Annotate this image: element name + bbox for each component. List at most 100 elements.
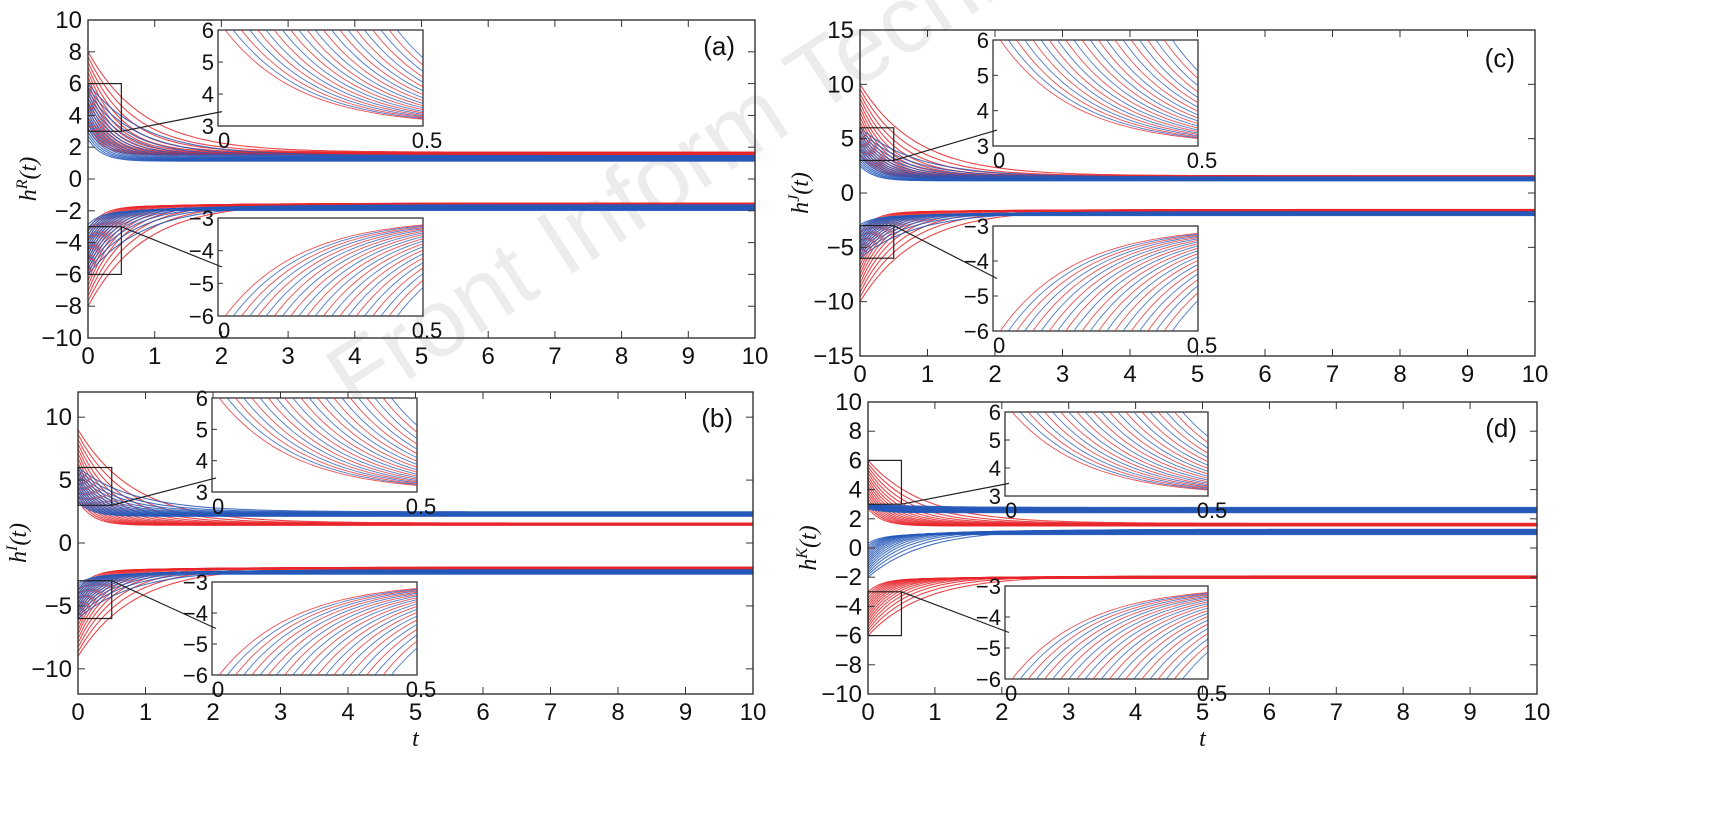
inset-curve [251, 398, 417, 483]
x-tick-label: 9 [682, 343, 695, 370]
inset-top: 3 4 5 6 0 0.5 [196, 386, 437, 519]
inset-curve [292, 398, 417, 475]
inset-curve [224, 30, 423, 120]
inset-curve [1027, 593, 1208, 679]
x-tick-label: 5 [1191, 361, 1204, 388]
inset-y-tick-label: −4 [183, 601, 208, 626]
inset-curve [1106, 40, 1198, 116]
series-blue-upper-line [860, 127, 1535, 178]
inset-y-tick-label: 3 [202, 114, 214, 139]
inset-y-tick-label: −3 [189, 206, 214, 231]
panel-label: (d) [1485, 413, 1517, 443]
inset-curve [1125, 412, 1208, 469]
series-lines [860, 84, 1535, 302]
inset-x-tick-label: 0.5 [406, 677, 437, 702]
x-tick-label: 1 [928, 699, 941, 726]
x-tick-label: 10 [1522, 361, 1549, 388]
inset-curve [1032, 40, 1198, 135]
inset-curve [1027, 412, 1208, 490]
series-blue-lower-line [868, 531, 1537, 562]
inset-curve [1147, 279, 1198, 331]
y-tick-label: −5 [827, 234, 854, 261]
inset-lines [1011, 592, 1208, 679]
inset-curve [322, 30, 423, 102]
inset-curve [1089, 40, 1198, 122]
inset-y-tick-label: −5 [189, 271, 214, 296]
inset-curve [357, 398, 417, 450]
inset-curve [1157, 412, 1208, 454]
x-tick-label: 1 [921, 361, 934, 388]
inset-curve [341, 398, 417, 459]
inset-y-tick-label: −6 [189, 304, 214, 329]
inset-y-tick-label: −5 [964, 284, 989, 309]
y-tick-label: 4 [69, 102, 82, 129]
y-tick-label: −8 [835, 652, 862, 679]
inset-curve [224, 224, 423, 316]
inset-curve [333, 612, 417, 675]
x-tick-label: 8 [611, 699, 624, 726]
series-red-upper-line [868, 460, 1537, 524]
series-blue-lower-line [868, 532, 1537, 555]
inset-lines [999, 232, 1198, 331]
inset-curve [1133, 619, 1208, 679]
inset-curve [1076, 412, 1208, 483]
y-tick-label: 2 [849, 506, 862, 533]
inset-y-tick-label: 5 [989, 428, 1001, 453]
zoom-box [77, 466, 113, 506]
inset-curve [298, 30, 423, 109]
inset-y-tick-label: 4 [977, 99, 989, 124]
series-red-upper-line [88, 51, 755, 153]
inset-x-tick-label: 0 [1005, 498, 1017, 523]
inset-curve [1138, 40, 1198, 98]
y-tick-label: 10 [835, 389, 862, 416]
y-tick-label: −2 [835, 564, 862, 591]
series-lines [78, 429, 753, 657]
inset-curve [347, 30, 423, 92]
inset-curve [1040, 238, 1198, 331]
inset-curve [284, 398, 417, 477]
inset-curve [240, 30, 423, 119]
series-blue-lower-line [868, 530, 1537, 567]
y-tick-label: 0 [841, 180, 854, 207]
inset-curve [298, 236, 423, 316]
inset-curve [999, 232, 1198, 331]
x-tick-label: 3 [281, 343, 294, 370]
x-tick-label: 10 [1524, 699, 1551, 726]
inset-y-tick-label: 6 [989, 400, 1001, 425]
inset-curve [1060, 412, 1208, 486]
inset-x-tick-label: 0 [212, 677, 224, 702]
series-blue-lower-line [868, 531, 1537, 560]
inset-y-tick-label: 3 [977, 134, 989, 159]
inset-y-tick-label: −6 [964, 319, 989, 344]
inset-curve [1141, 412, 1208, 463]
inset-y-tick-label: −5 [976, 636, 1001, 661]
zoom-connector [111, 477, 217, 506]
series-blue-lower-line [868, 528, 1537, 578]
inset-curve [1097, 40, 1198, 119]
inset-curve [355, 257, 423, 316]
y-tick-label: −10 [31, 656, 72, 683]
inset-curve [1155, 40, 1198, 87]
inset-curve [267, 594, 417, 675]
zoom-box [859, 127, 895, 162]
inset-curve [1056, 241, 1198, 331]
zoom-box [87, 226, 122, 275]
inset-curve [1081, 40, 1198, 125]
inset-curve [292, 599, 417, 675]
series-blue-upper-line [868, 503, 1537, 508]
inset-curve [1035, 412, 1208, 489]
inset-curve [372, 30, 423, 78]
inset-curve [308, 398, 417, 471]
inset-curve [1024, 40, 1198, 137]
y-tick-label: 0 [59, 530, 72, 557]
x-axis-label: t [1199, 726, 1207, 752]
y-tick-label: 10 [45, 404, 72, 431]
y-tick-label: −6 [55, 261, 82, 288]
x-tick-label: 8 [1393, 361, 1406, 388]
inset-top: 3 4 5 6 0 0.5 [989, 400, 1228, 523]
inset-bottom: −3 −4 −5 −60 0.5 [183, 570, 436, 702]
inset-curve [1011, 592, 1208, 679]
inset-curve [339, 249, 423, 316]
inset-curve [374, 634, 417, 675]
inset-curve [275, 398, 417, 479]
